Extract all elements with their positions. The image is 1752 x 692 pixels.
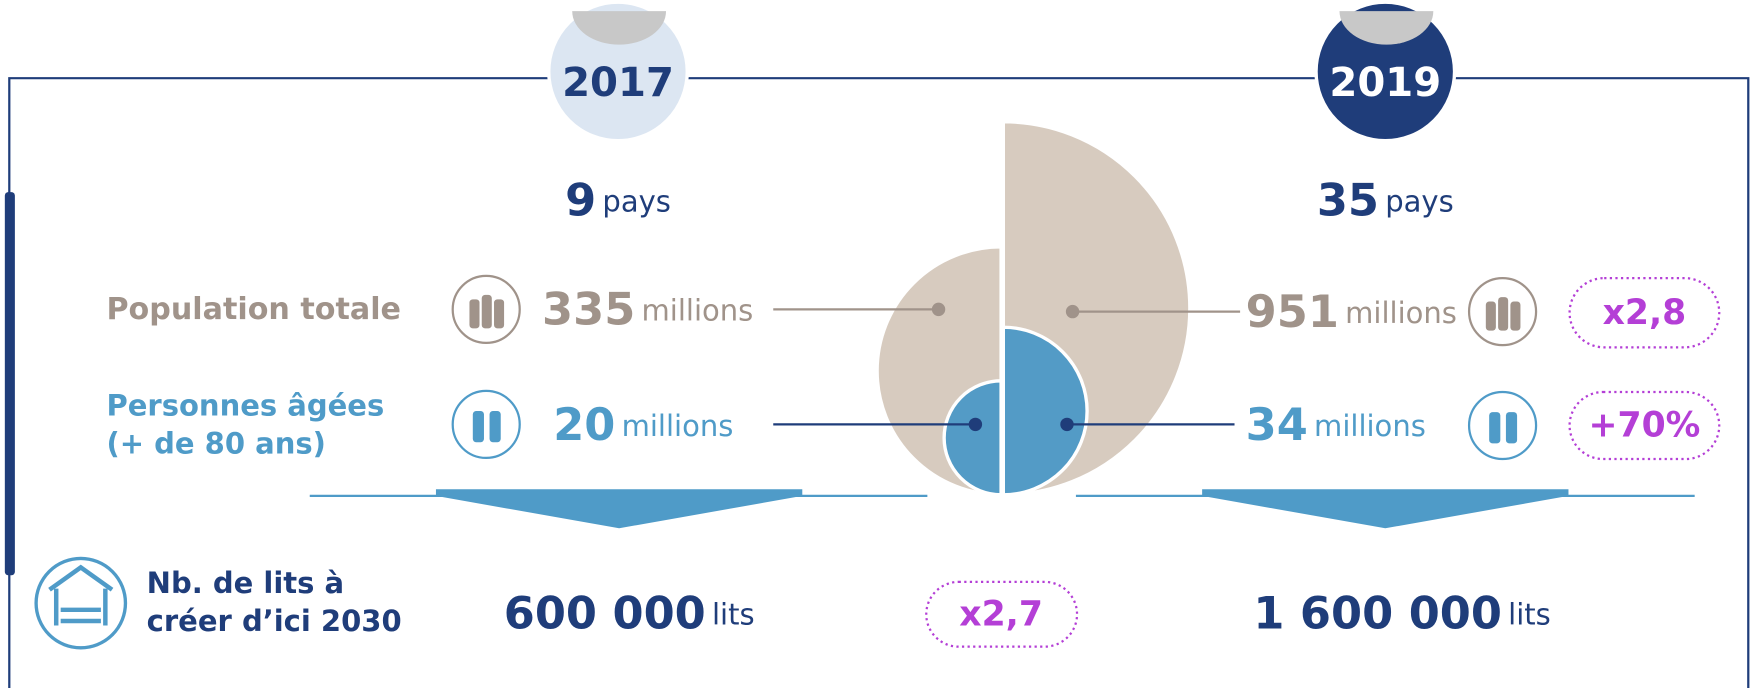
unit: lits [712, 598, 755, 632]
year-badge-right: 2019 [1314, 0, 1457, 143]
side-bar [4, 192, 15, 576]
people-glyphs [469, 294, 1521, 331]
people-icon [1467, 276, 1538, 347]
elderly-icon [1467, 390, 1538, 461]
connector-dot [1065, 304, 1080, 319]
value: 1 600 000 lits [1253, 588, 1550, 640]
bed-glyph [48, 564, 114, 626]
value: 34 millions [1246, 399, 1426, 451]
elderly-icon [451, 389, 521, 460]
badge: x2,8 [1603, 293, 1687, 333]
bed-icon [34, 556, 128, 650]
value: 20 millions [553, 399, 733, 451]
number: 335 [542, 284, 635, 336]
arrow [435, 489, 803, 529]
unit: millions [1345, 296, 1457, 330]
number: 20 [553, 399, 615, 451]
unit: pays [602, 184, 670, 218]
badge: +70% [1588, 406, 1700, 446]
number: 951 [1246, 286, 1339, 338]
elderly-glyphs [472, 411, 1518, 444]
number: 600 000 [504, 588, 706, 640]
number: 35 [1317, 174, 1379, 226]
badge-box [1568, 276, 1721, 349]
row-label: Population totale [106, 292, 401, 327]
unit: millions [641, 294, 753, 328]
unit: pays [1385, 184, 1454, 218]
unit: millions [622, 409, 734, 443]
countries: 9 pays [565, 174, 671, 226]
row-label: Personnes âgées [106, 389, 384, 423]
row-label: Nb. de lits à [147, 566, 344, 600]
unit: lits [1508, 598, 1551, 632]
connector-dot [931, 302, 946, 317]
connector-dot [1060, 417, 1074, 432]
badge-box [1568, 390, 1721, 461]
countries: 35 pays [1317, 174, 1454, 226]
year: 2019 [1329, 60, 1441, 106]
value: 951 millions [1246, 286, 1457, 338]
value: 600 000 lits [504, 588, 755, 640]
unit: millions [1314, 409, 1426, 443]
row-label: créer d’ici 2030 [147, 604, 402, 638]
year-badge-left: 2017 [547, 0, 689, 143]
badge: x2,7 [959, 594, 1043, 634]
year: 2017 [562, 60, 674, 106]
number: 1 600 000 [1253, 588, 1502, 640]
number: 9 [565, 174, 596, 226]
connector-dot [968, 417, 983, 432]
arrow [1202, 489, 1569, 529]
value: 335 millions [542, 284, 753, 336]
number: 34 [1246, 399, 1308, 451]
people-icon [451, 274, 521, 344]
badge-box [925, 580, 1079, 648]
row-label: (+ de 80 ans) [106, 427, 325, 461]
